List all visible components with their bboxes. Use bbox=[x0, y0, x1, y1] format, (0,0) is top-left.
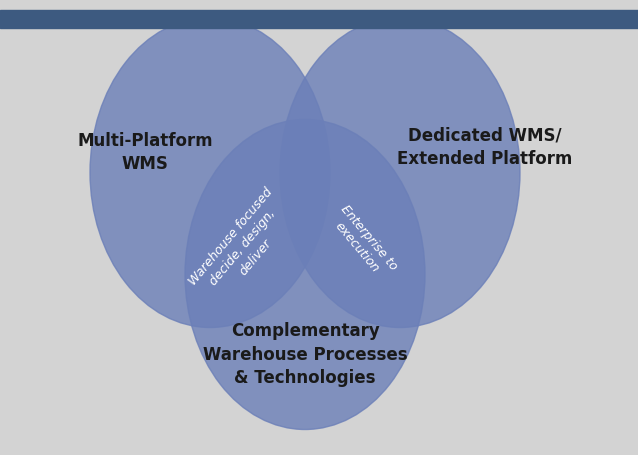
Text: Dedicated WMS/
Extended Platform: Dedicated WMS/ Extended Platform bbox=[397, 126, 573, 168]
Ellipse shape bbox=[90, 17, 330, 328]
Text: Warehouse focused
decide, design,
deliver: Warehouse focused decide, design, delive… bbox=[186, 186, 300, 309]
Text: Multi-Platform
WMS: Multi-Platform WMS bbox=[77, 131, 213, 173]
Ellipse shape bbox=[185, 120, 425, 430]
Bar bbox=[0, 10, 638, 27]
Text: Enterprise to
execution: Enterprise to execution bbox=[326, 202, 400, 283]
Ellipse shape bbox=[280, 17, 520, 328]
Text: Complementary
Warehouse Processes
& Technologies: Complementary Warehouse Processes & Tech… bbox=[203, 322, 407, 387]
